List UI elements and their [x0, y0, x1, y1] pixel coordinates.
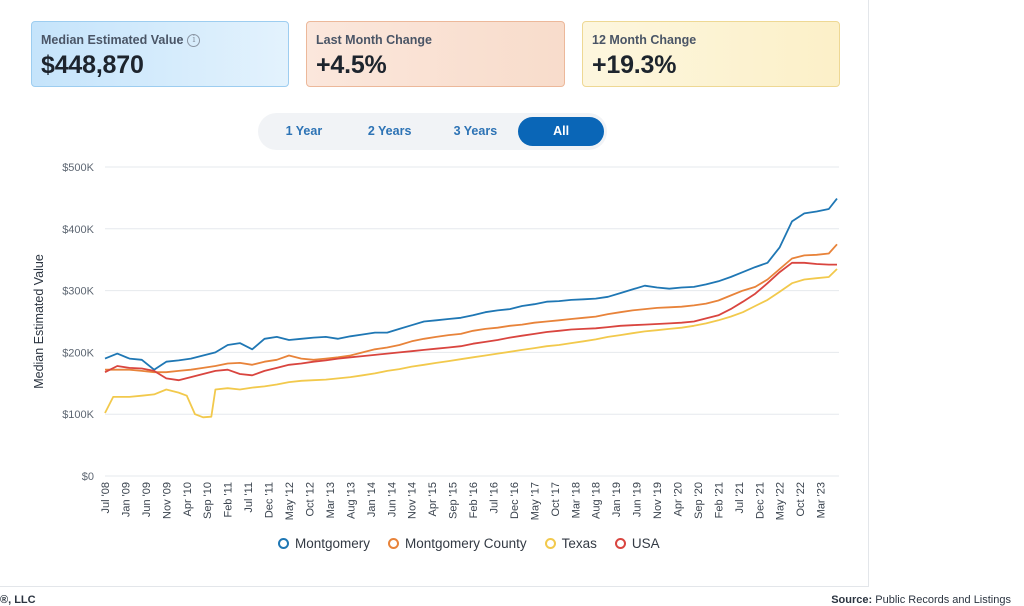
- x-tick-label: Apr '10: [182, 482, 194, 517]
- x-tick-label: Jun '14: [386, 482, 398, 517]
- median-value-label: Median Estimated Value: [41, 33, 184, 47]
- x-tick-label: Aug '18: [591, 482, 603, 519]
- x-tick-label: Dec '21: [754, 482, 766, 519]
- x-tick-label: Oct '22: [795, 482, 807, 517]
- y-tick-label: $500K: [62, 162, 94, 174]
- range-3-years-button[interactable]: 3 Years: [453, 124, 498, 138]
- last-month-change-card: Last Month Change +4.5%: [306, 21, 565, 87]
- time-range-selector: 1 Year 2 Years 3 Years All: [258, 113, 607, 150]
- x-tick-label: Apr '20: [673, 482, 685, 517]
- last-month-change-value: +4.5%: [316, 51, 387, 79]
- twelve-month-change-label: 12 Month Change: [592, 33, 697, 47]
- source-note: Source: Public Records and Listings: [831, 594, 1011, 606]
- x-tick-label: Nov '14: [407, 482, 419, 519]
- info-icon[interactable]: i: [187, 33, 201, 47]
- x-tick-label: Nov '19: [652, 482, 664, 519]
- median-value-card: Median Estimated Value i $448,870: [31, 21, 289, 87]
- x-tick-label: Jul '08: [100, 482, 112, 513]
- line-chart: $0 $100K $200K $300K $400K $500K Median Estima…: [32, 162, 839, 520]
- range-1-year-button[interactable]: 1 Year: [285, 124, 323, 138]
- x-tick-label: Sep '20: [693, 482, 705, 519]
- x-tick-label: Jan '09: [120, 482, 132, 517]
- legend-item-montgomery-county[interactable]: Montgomery County: [388, 536, 527, 551]
- series-line-montgomery-county: [105, 243, 838, 374]
- x-tick-label: Jan '19: [611, 482, 623, 517]
- x-tick-label: Dec '11: [264, 482, 276, 518]
- x-tick-label: Sep '15: [448, 482, 460, 519]
- x-tick-label: Jun '19: [632, 482, 644, 517]
- range-2-years-button[interactable]: 2 Years: [367, 124, 412, 138]
- x-tick-label: Aug '13: [345, 482, 357, 519]
- chart-panel: Median Estimated Value i $448,870 Last M…: [0, 0, 869, 587]
- legend-label: Montgomery: [295, 536, 371, 551]
- y-tick-label: $400K: [62, 224, 94, 236]
- x-tick-label: Jun '09: [141, 482, 153, 517]
- x-tick-label: Oct '12: [304, 482, 316, 517]
- legend-label: USA: [631, 536, 660, 551]
- x-tick-label: May '17: [529, 482, 541, 520]
- y-tick-label: $0: [82, 471, 94, 483]
- legend-marker: [614, 538, 626, 549]
- legend-marker: [388, 538, 400, 549]
- x-tick-label: Feb '21: [713, 482, 725, 518]
- x-tick-label: Feb '11: [223, 482, 235, 518]
- y-axis-title: Median Estimated Value: [32, 254, 46, 389]
- legend-item-usa[interactable]: USA: [614, 536, 660, 551]
- twelve-month-change-value: +19.3%: [592, 51, 677, 79]
- x-tick-label: Feb '16: [468, 482, 480, 518]
- x-tick-label: Mar '23: [816, 482, 828, 518]
- x-tick-label: Jul '16: [488, 482, 500, 513]
- y-tick-label: $200K: [62, 347, 94, 359]
- x-tick-label: Jul '21: [734, 482, 746, 513]
- series-line-texas: [104, 268, 838, 419]
- x-tick-label: Oct '17: [550, 482, 562, 517]
- x-tick-label: Mar '18: [570, 482, 582, 518]
- series-line-montgomery: [104, 198, 838, 371]
- last-month-change-label: Last Month Change: [316, 33, 432, 47]
- legend-marker: [544, 538, 556, 549]
- median-value: $448,870: [41, 51, 144, 79]
- x-tick-label: Sep '10: [202, 482, 214, 519]
- series-line-usa: [104, 261, 837, 382]
- x-tick-label: Jul '11: [243, 482, 255, 513]
- legend-label: Texas: [561, 536, 597, 551]
- chart-legend: Montgomery Montgomery County Texas USA: [278, 536, 660, 551]
- legend-label: Montgomery County: [405, 536, 527, 551]
- legend-marker: [278, 538, 289, 549]
- x-tick-label: Apr '15: [427, 482, 439, 517]
- x-tick-label: May '22: [775, 482, 787, 520]
- legend-item-texas[interactable]: Texas: [544, 536, 597, 551]
- x-tick-label: May '12: [284, 482, 296, 520]
- copyright-text: ®, LLC: [0, 594, 36, 606]
- x-tick-label: Dec '16: [509, 482, 521, 519]
- x-tick-label: Jan '14: [366, 482, 378, 517]
- y-tick-label: $300K: [62, 286, 94, 298]
- twelve-month-change-card: 12 Month Change +19.3%: [582, 21, 840, 87]
- legend-item-montgomery[interactable]: Montgomery: [278, 536, 370, 551]
- y-tick-label: $100K: [62, 409, 94, 421]
- x-tick-label: Mar '13: [325, 482, 337, 518]
- source-label: Source:: [831, 594, 873, 606]
- x-tick-label: Nov '09: [161, 482, 173, 519]
- source-text: Public Records and Listings: [875, 594, 1011, 606]
- range-all-button[interactable]: All: [518, 117, 604, 146]
